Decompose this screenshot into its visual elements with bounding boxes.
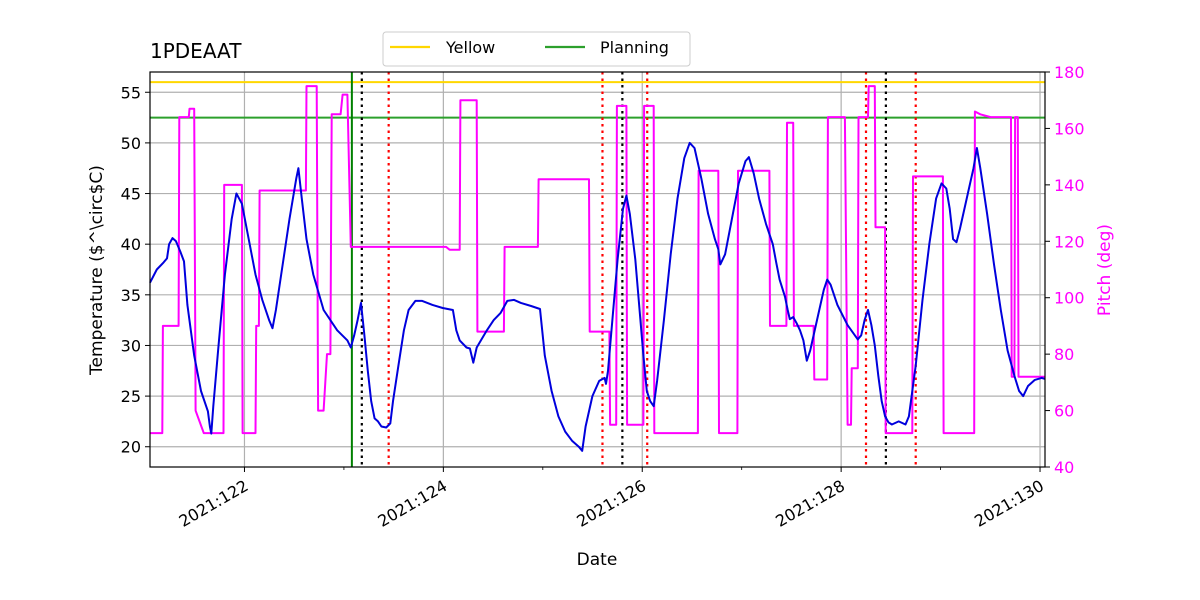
plot-frame bbox=[149, 71, 1046, 468]
right-y-tick-label: 100 bbox=[1054, 289, 1085, 308]
right-y-tick-label: 160 bbox=[1054, 119, 1085, 138]
series-pitch-line bbox=[150, 85, 1045, 435]
right-y-tick-label: 60 bbox=[1054, 402, 1074, 421]
legend-yellow-label: Yellow bbox=[445, 38, 495, 57]
legend-box bbox=[382, 31, 691, 67]
right-y-tick-label: 140 bbox=[1054, 176, 1085, 195]
limit-lines bbox=[150, 81, 1045, 119]
left-y-tick-label: 35 bbox=[121, 286, 141, 305]
left-y-tick-label: 50 bbox=[121, 134, 141, 153]
right-y-tick-label: 80 bbox=[1054, 345, 1074, 364]
left-y-tick-label: 55 bbox=[121, 83, 141, 102]
left-y-tick-label: 30 bbox=[121, 336, 141, 355]
x-axis-ticks: 2021:122 2021:124 2021:126 2021:128 2021:130 bbox=[176, 467, 1047, 531]
left-y-tick-label: 40 bbox=[121, 235, 141, 254]
grid-lines bbox=[150, 72, 1045, 467]
x-axis-label: Date bbox=[577, 550, 618, 570]
right-y-tick-label: 180 bbox=[1054, 63, 1085, 82]
series-lines bbox=[149, 85, 1046, 452]
right-y-tick-label: 120 bbox=[1054, 232, 1085, 251]
x-tick-label: 2021:122 bbox=[176, 476, 252, 531]
series-temperature-line bbox=[149, 141, 1046, 452]
left-y-axis-label: Temperature ($^\circ$C) bbox=[87, 165, 107, 376]
left-y-axis-ticks: 20 25 30 35 40 45 50 55 bbox=[121, 83, 150, 457]
vertical-markers bbox=[350, 72, 917, 467]
right-y-tick-label: 40 bbox=[1054, 458, 1074, 477]
x-tick-label: 2021:130 bbox=[971, 476, 1047, 531]
x-tick-label: 2021:124 bbox=[374, 476, 450, 531]
legend-planning-label: Planning bbox=[600, 38, 669, 57]
right-y-axis-label: Pitch (deg) bbox=[1095, 224, 1115, 316]
chart-title: 1PDEAAT bbox=[150, 39, 242, 63]
x-tick-label: 2021:128 bbox=[772, 476, 848, 531]
legend: Yellow Planning bbox=[382, 31, 691, 67]
left-y-tick-label: 20 bbox=[121, 438, 141, 457]
left-y-tick-label: 45 bbox=[121, 185, 141, 204]
x-tick-label: 2021:126 bbox=[573, 476, 649, 531]
right-y-axis-ticks: 40 60 80 100 120 140 160 180 bbox=[1045, 63, 1085, 477]
left-y-tick-label: 25 bbox=[121, 387, 141, 406]
